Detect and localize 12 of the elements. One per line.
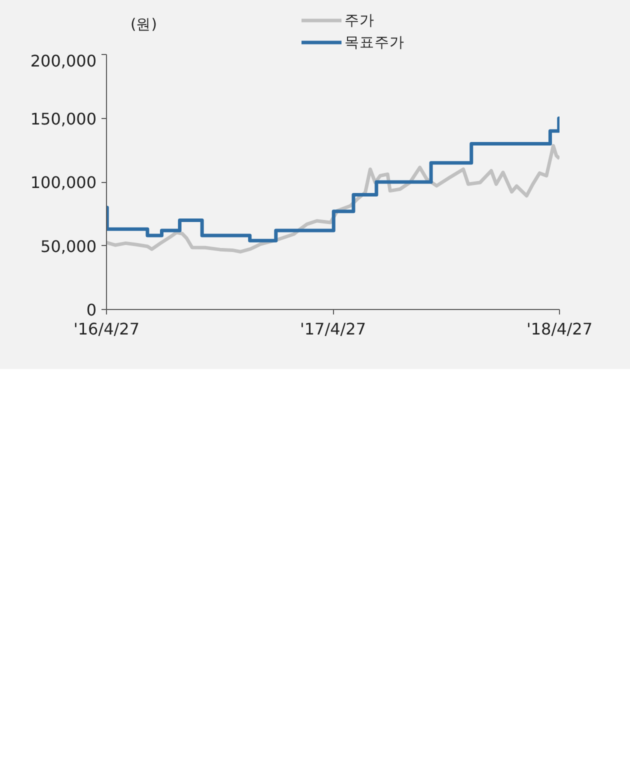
x-tick-label: '17/4/27 xyxy=(300,320,366,338)
y-tick-label: 100,000 xyxy=(30,173,97,192)
x-tick-label: '16/4/27 xyxy=(73,320,140,338)
legend-label: 목표주가 xyxy=(344,34,404,51)
y-tick-label: 150,000 xyxy=(30,109,97,128)
y-tick-label: 0 xyxy=(86,300,97,320)
y-axis-title: (원) xyxy=(130,16,157,33)
line-series xyxy=(106,144,560,254)
y-tick-label: 200,000 xyxy=(30,52,97,70)
x-tick-label: '18/4/27 xyxy=(526,320,593,338)
y-tick-label: 50,000 xyxy=(40,236,96,256)
legend-label: 주가 xyxy=(344,12,374,29)
